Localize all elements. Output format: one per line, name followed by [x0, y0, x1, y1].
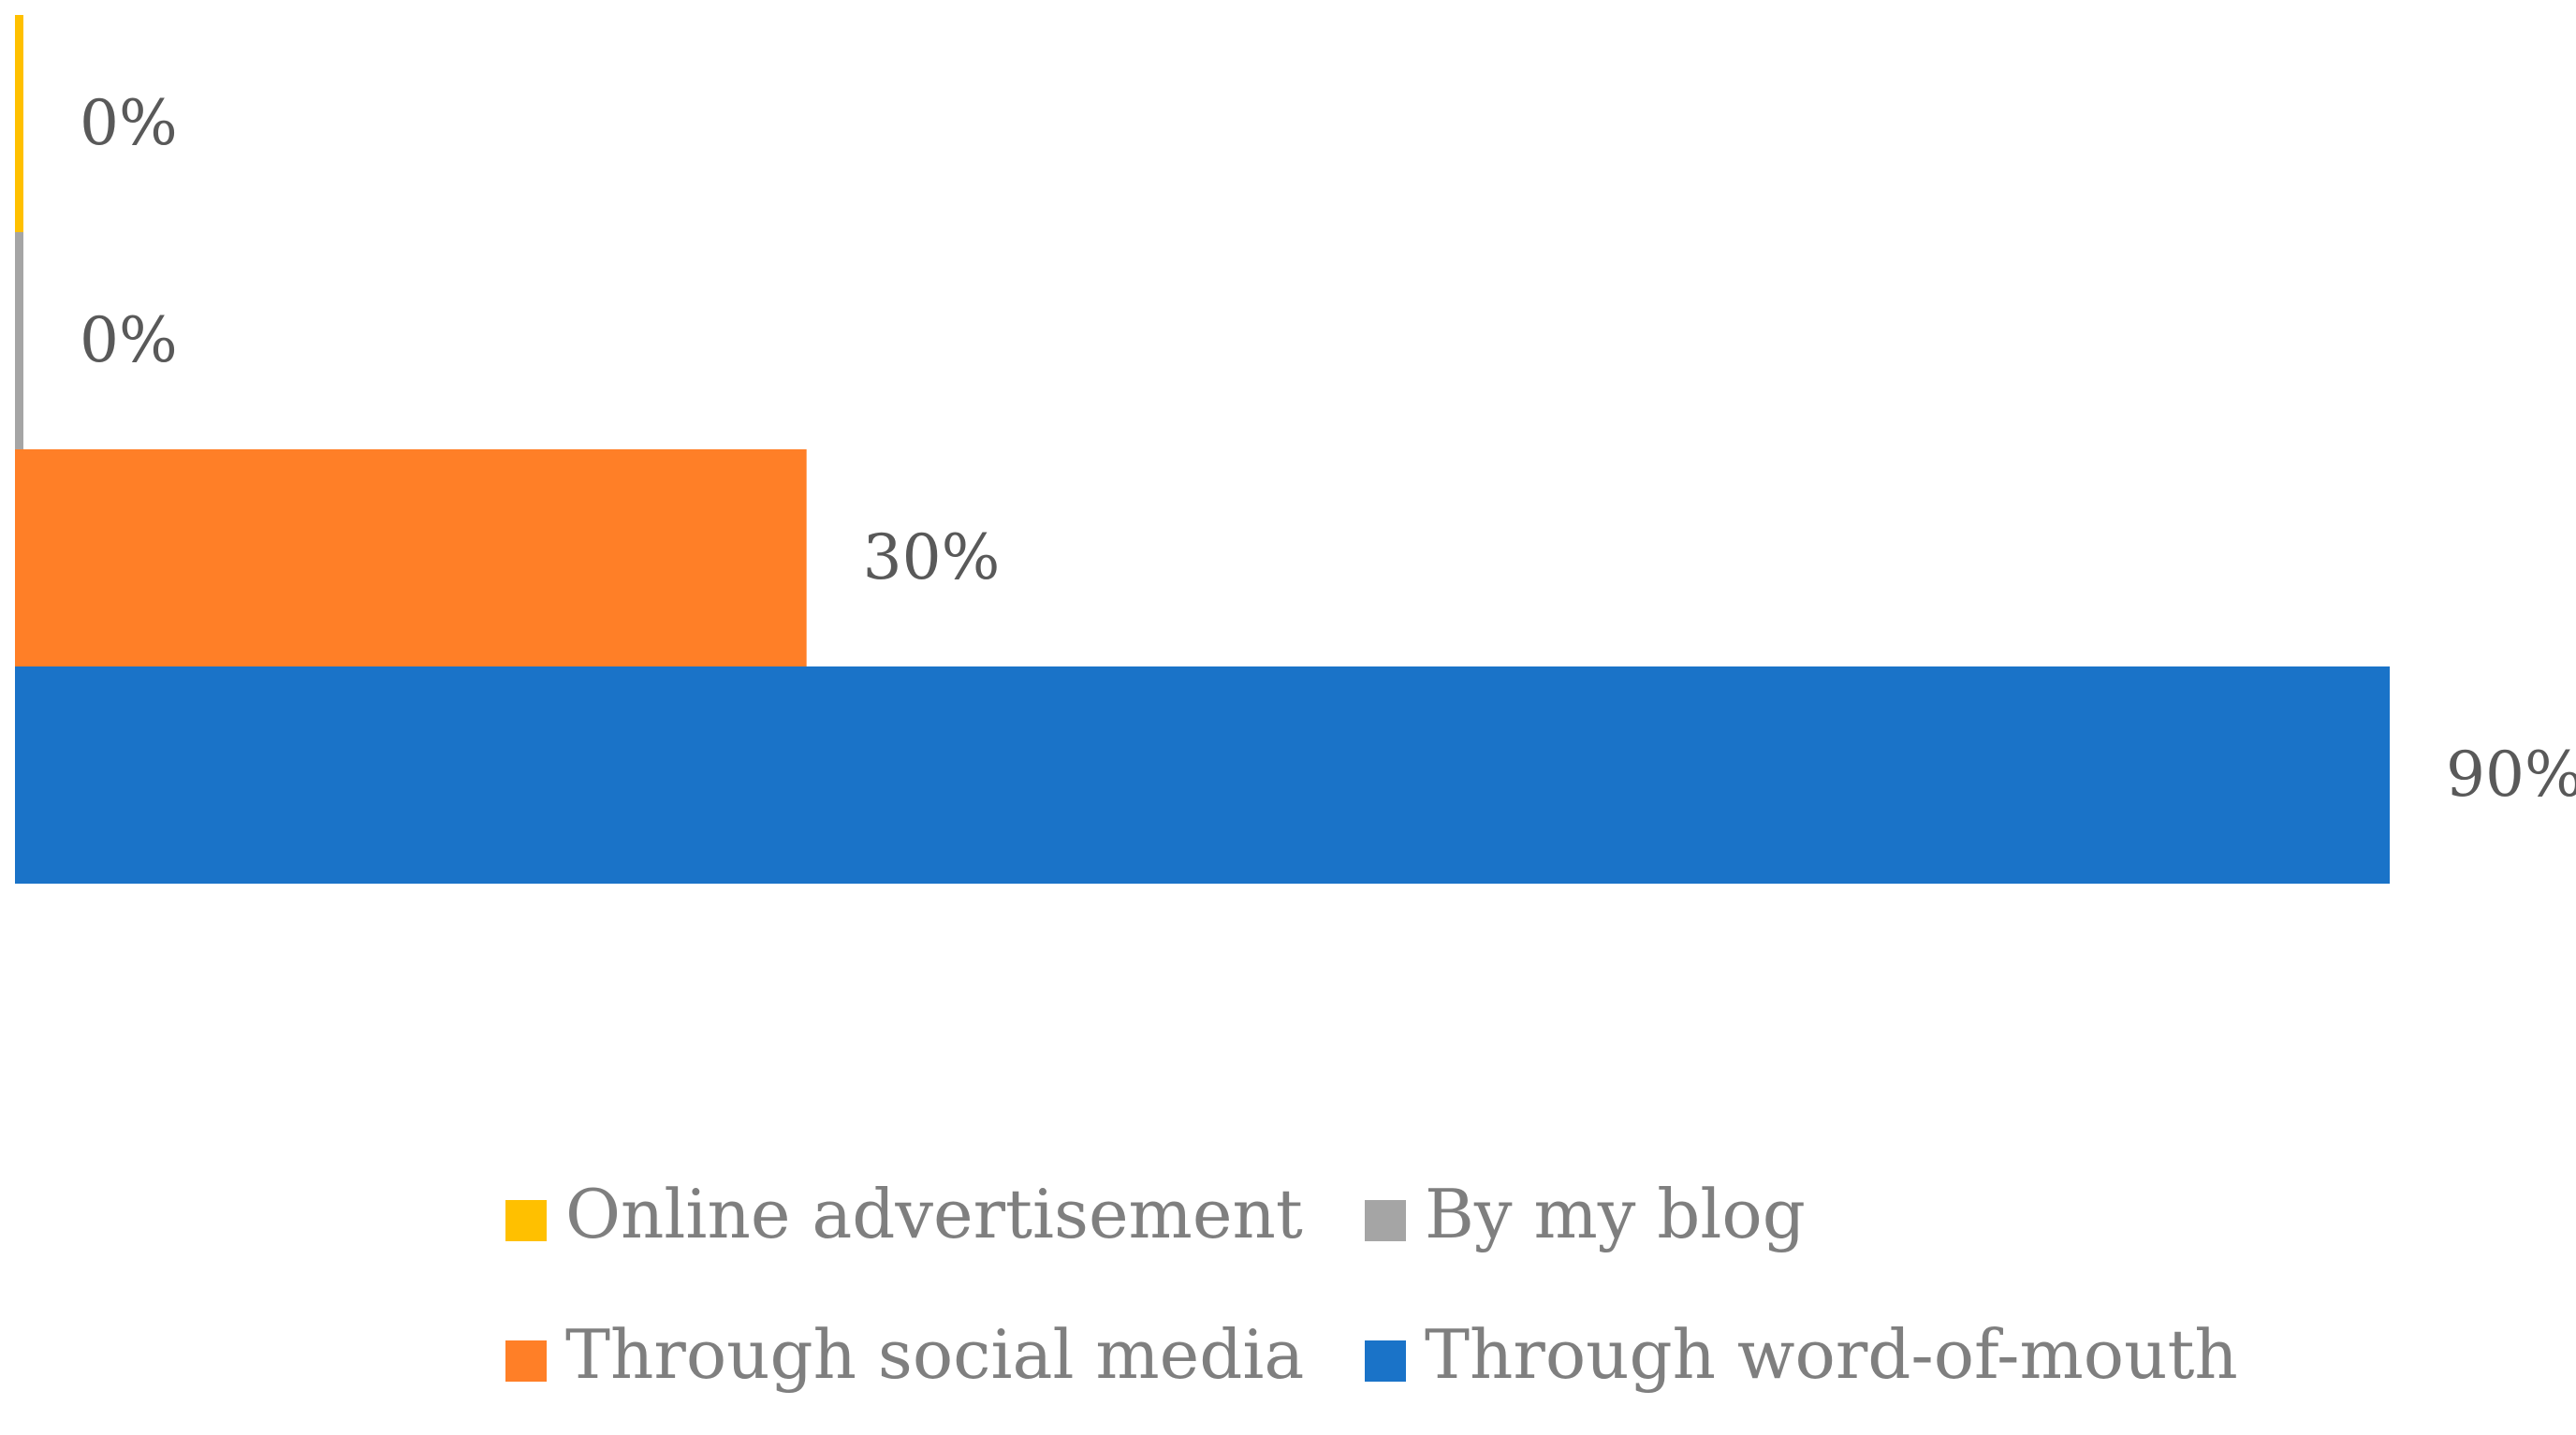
- data-label-through-social-media: 30%: [863, 521, 1001, 593]
- legend-item-online-advertisement: Online advertisement: [505, 1175, 1303, 1253]
- legend-label-through-social-media: Through social media: [565, 1315, 1304, 1394]
- bar-through-social-media: [15, 449, 807, 666]
- legend-item-by-my-blog: By my blog: [1365, 1175, 1806, 1253]
- legend-swatch-online-advertisement: [505, 1200, 547, 1241]
- bar-through-word-of-mouth: [15, 666, 2390, 884]
- bar-online-advertisement: [15, 15, 23, 232]
- data-labels-group: 0% 0% 30% 90%: [80, 87, 2576, 811]
- legend: Online advertisement By my blog Through so…: [505, 1175, 2238, 1394]
- legend-swatch-by-my-blog: [1365, 1200, 1406, 1241]
- legend-swatch-through-social-media: [505, 1340, 547, 1382]
- bar-by-my-blog: [15, 232, 23, 449]
- legend-label-through-word-of-mouth: Through word-of-mouth: [1425, 1315, 2238, 1394]
- legend-item-through-word-of-mouth: Through word-of-mouth: [1365, 1315, 2238, 1394]
- legend-label-by-my-blog: By my blog: [1425, 1175, 1806, 1253]
- legend-swatch-through-word-of-mouth: [1365, 1340, 1406, 1382]
- data-label-by-my-blog: 0%: [80, 304, 178, 376]
- legend-label-online-advertisement: Online advertisement: [565, 1175, 1303, 1253]
- data-label-through-word-of-mouth: 90%: [2446, 739, 2576, 811]
- bars-group: [15, 15, 2390, 884]
- data-label-online-advertisement: 0%: [80, 87, 178, 159]
- legend-item-through-social-media: Through social media: [505, 1315, 1304, 1394]
